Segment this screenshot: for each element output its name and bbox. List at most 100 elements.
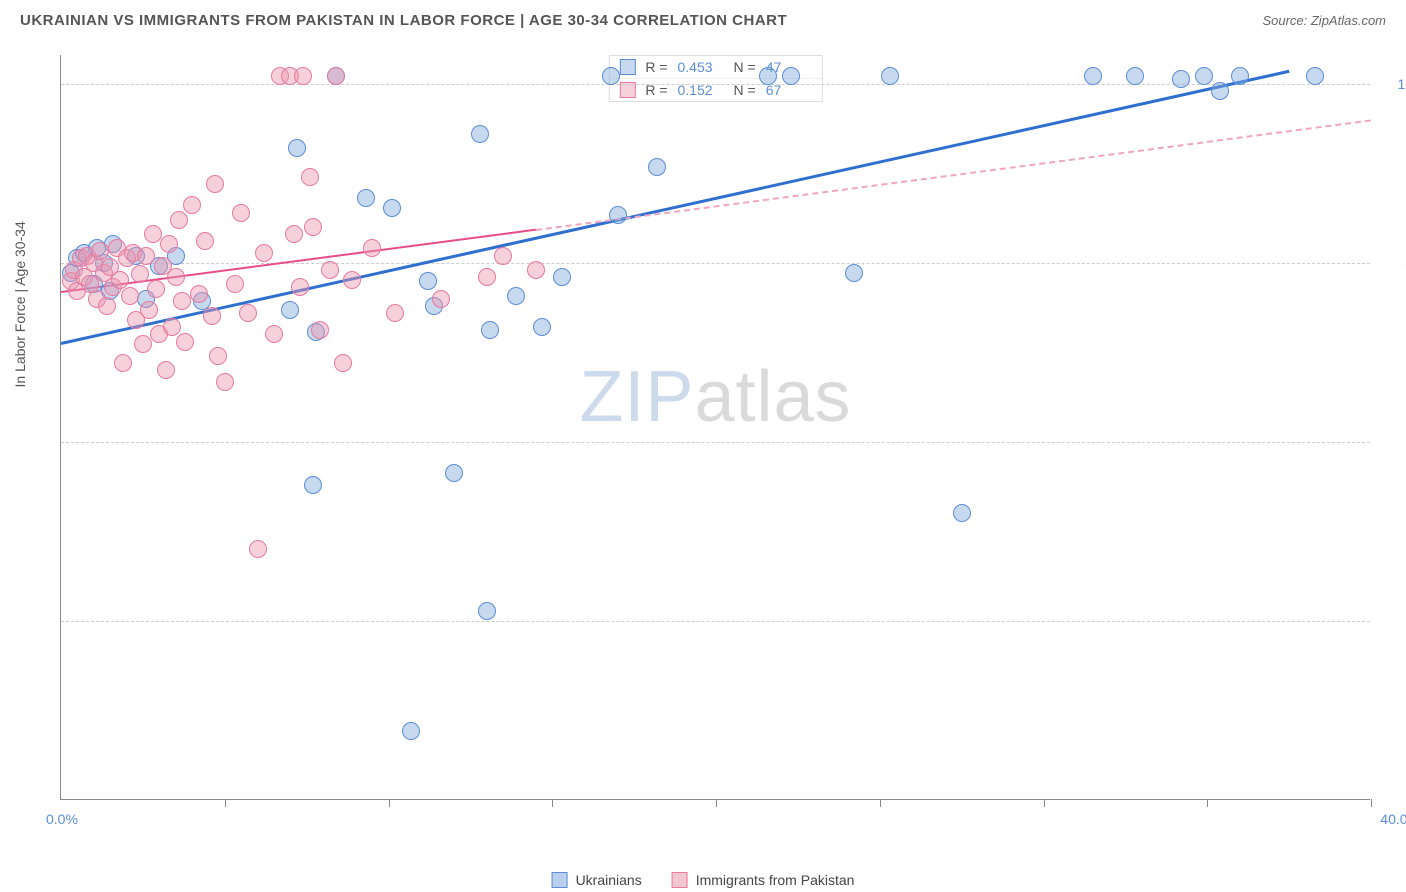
data-point [104,235,122,253]
trend-line-solid [61,69,1290,344]
data-point [383,199,401,217]
x-axis-min-label: 0.0% [46,811,78,827]
chart-legend: Ukrainians Immigrants from Pakistan [552,872,855,888]
data-point [170,211,188,229]
data-point [111,271,129,289]
data-point [62,272,80,290]
data-point [249,540,267,558]
data-point [95,264,113,282]
stats-swatch [619,59,635,75]
data-point [953,504,971,522]
data-point [124,244,142,262]
chart-header: UKRAINIAN VS IMMIGRANTS FROM PAKISTAN IN… [0,0,1406,37]
data-point [88,290,106,308]
data-point [134,335,152,353]
data-point [68,249,86,267]
data-point [307,323,325,341]
data-point [471,125,489,143]
data-point [481,321,499,339]
watermark-zip: ZIP [579,357,694,437]
data-point [190,285,208,303]
data-point [108,239,126,257]
x-tick [716,799,717,807]
data-point [147,280,165,298]
stat-n-label: N = [734,59,756,75]
data-point [160,235,178,253]
data-point [226,275,244,293]
data-point [285,225,303,243]
data-point [425,297,443,315]
data-point [75,244,93,262]
legend-swatch [552,872,568,888]
data-point [357,189,375,207]
data-point [304,218,322,236]
data-point [176,333,194,351]
data-point [334,354,352,372]
data-point [118,249,136,267]
data-point [183,196,201,214]
data-point [88,239,106,257]
data-point [193,292,211,310]
data-point [150,325,168,343]
legend-item: Ukrainians [552,872,642,888]
data-point [173,292,191,310]
gridline-h [61,84,1370,85]
data-point [304,476,322,494]
x-tick [1044,799,1045,807]
data-point [62,264,80,282]
data-point [121,287,139,305]
y-tick-label: 100.0% [1398,76,1406,92]
trend-line-solid [61,229,536,293]
trend-line-dashed [536,119,1371,231]
data-point [232,204,250,222]
stat-n-value: 47 [766,59,812,75]
data-point [137,290,155,308]
data-point [432,290,450,308]
x-tick [552,799,553,807]
data-point [445,464,463,482]
data-point [91,242,109,260]
data-point [265,325,283,343]
stats-row: R =0.152N =67 [609,79,821,101]
data-point [101,258,119,276]
gridline-h [61,263,1370,264]
data-point [311,321,329,339]
data-point [255,244,273,262]
legend-item: Immigrants from Pakistan [672,872,855,888]
watermark-atlas: atlas [694,357,851,437]
stat-r-label: R = [645,59,667,75]
x-tick [880,799,881,807]
data-point [648,158,666,176]
legend-swatch [672,872,688,888]
data-point [845,264,863,282]
data-point [75,268,93,286]
x-tick [389,799,390,807]
data-point [533,318,551,336]
data-point [209,347,227,365]
data-point [478,268,496,286]
chart-title: UKRAINIAN VS IMMIGRANTS FROM PAKISTAN IN… [20,12,787,29]
x-tick [1371,799,1372,807]
x-tick [1207,799,1208,807]
legend-label: Immigrants from Pakistan [696,872,855,888]
data-point [507,287,525,305]
data-point [288,139,306,157]
legend-label: Ukrainians [576,872,642,888]
data-point [478,602,496,620]
gridline-h [61,621,1370,622]
data-point [196,232,214,250]
data-point [239,304,257,322]
data-point [386,304,404,322]
data-point [150,257,168,275]
data-point [144,225,162,243]
data-point [281,301,299,319]
data-point [85,275,103,293]
x-axis-max-label: 40.0% [1380,811,1406,827]
chart-source: Source: ZipAtlas.com [1262,13,1386,28]
data-point [216,373,234,391]
y-axis-title: In Labor Force | Age 30-34 [12,221,28,387]
data-point [104,278,122,296]
data-point [72,249,90,267]
data-point [301,168,319,186]
data-point [114,354,132,372]
